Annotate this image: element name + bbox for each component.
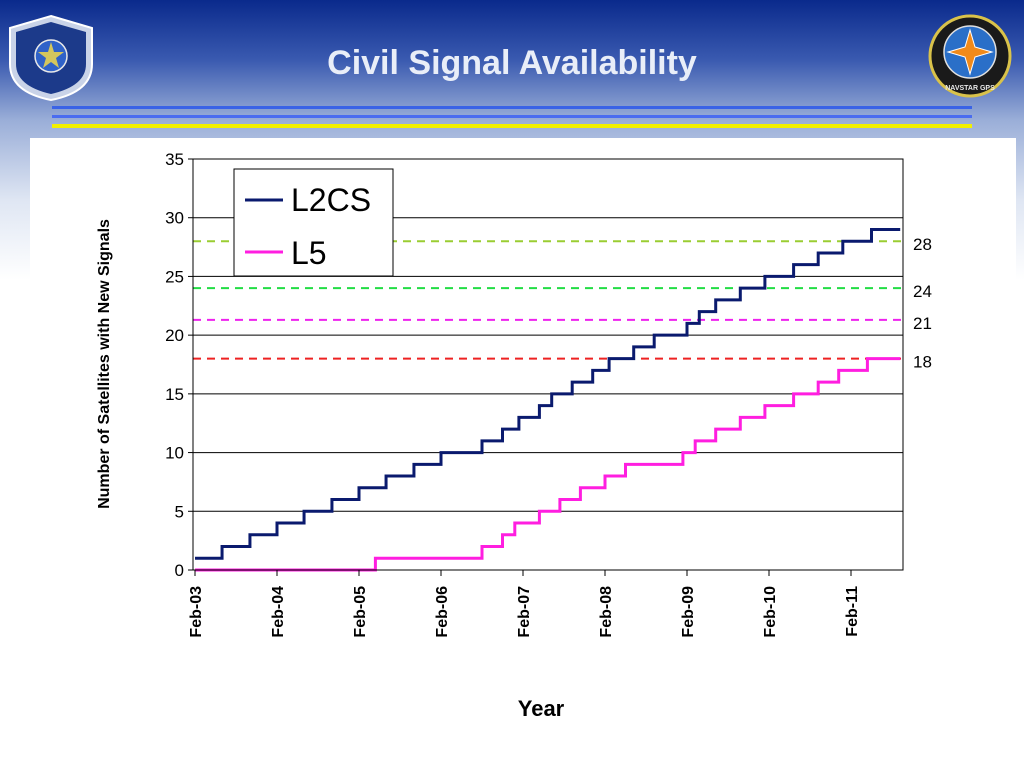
legend-box	[233, 168, 394, 277]
y-tick-label: 5	[175, 502, 184, 521]
chart-panel: 28 24 21 18 0 5 10 15 20 25 30 35 Feb-03 Feb-04 Feb-…	[30, 138, 1016, 763]
legend-label-l2cs: L2CS	[291, 182, 371, 218]
reference-label-21: 21	[913, 314, 932, 333]
header-stripe-blue-1	[52, 106, 972, 109]
slide-title: Civil Signal Availability	[327, 44, 697, 82]
header-stripe-blue-2	[52, 115, 972, 118]
y-tick-label: 35	[165, 150, 184, 169]
emblem-star-icon	[38, 42, 64, 68]
gps-emblem-text: NAVSTAR GPS	[945, 85, 995, 92]
x-tick-label: Feb-05	[352, 586, 369, 638]
chart-legend: L2CS L5	[233, 168, 394, 277]
compass-star-icon	[946, 28, 994, 76]
chart-series	[195, 227, 901, 572]
y-tick-label: 10	[165, 444, 184, 463]
x-tick-label: Feb-06	[434, 586, 451, 638]
x-tick-label: Feb-07	[516, 586, 533, 638]
x-axis-label: Year	[518, 696, 565, 721]
plot-area-border	[192, 158, 904, 571]
reference-label-24: 24	[913, 282, 932, 301]
navstar-gps-emblem: NAVSTAR GPS	[928, 14, 1012, 98]
program-office-emblem	[9, 14, 93, 102]
x-axis: Feb-03 Feb-04 Feb-05 Feb-06 Feb-07 Feb-08 Feb-…	[188, 570, 861, 638]
y-tick-label: 20	[165, 326, 184, 345]
x-tick-label: Feb-03	[188, 586, 205, 638]
y-tick-label: 25	[165, 267, 184, 286]
y-tick-label: 0	[175, 561, 184, 580]
series-line-l5	[195, 357, 901, 572]
y-tick-label: 15	[165, 385, 184, 404]
x-tick-label: Feb-04	[270, 586, 287, 638]
y-axis-label: Number of Satellites with New Signals	[96, 219, 113, 509]
reference-label-18: 18	[913, 353, 932, 372]
legend-label-l5: L5	[291, 235, 327, 271]
x-tick-label: Feb-10	[762, 586, 779, 638]
x-tick-label: Feb-11	[844, 586, 861, 637]
x-tick-label: Feb-09	[680, 586, 697, 638]
header-stripe-yellow	[52, 124, 972, 128]
series-line-l2cs	[195, 227, 901, 560]
reference-label-28: 28	[913, 235, 932, 254]
x-tick-label: Feb-08	[598, 586, 615, 638]
y-axis: 0 5 10 15 20 25 30 35	[165, 150, 193, 580]
y-tick-label: 30	[165, 209, 184, 228]
